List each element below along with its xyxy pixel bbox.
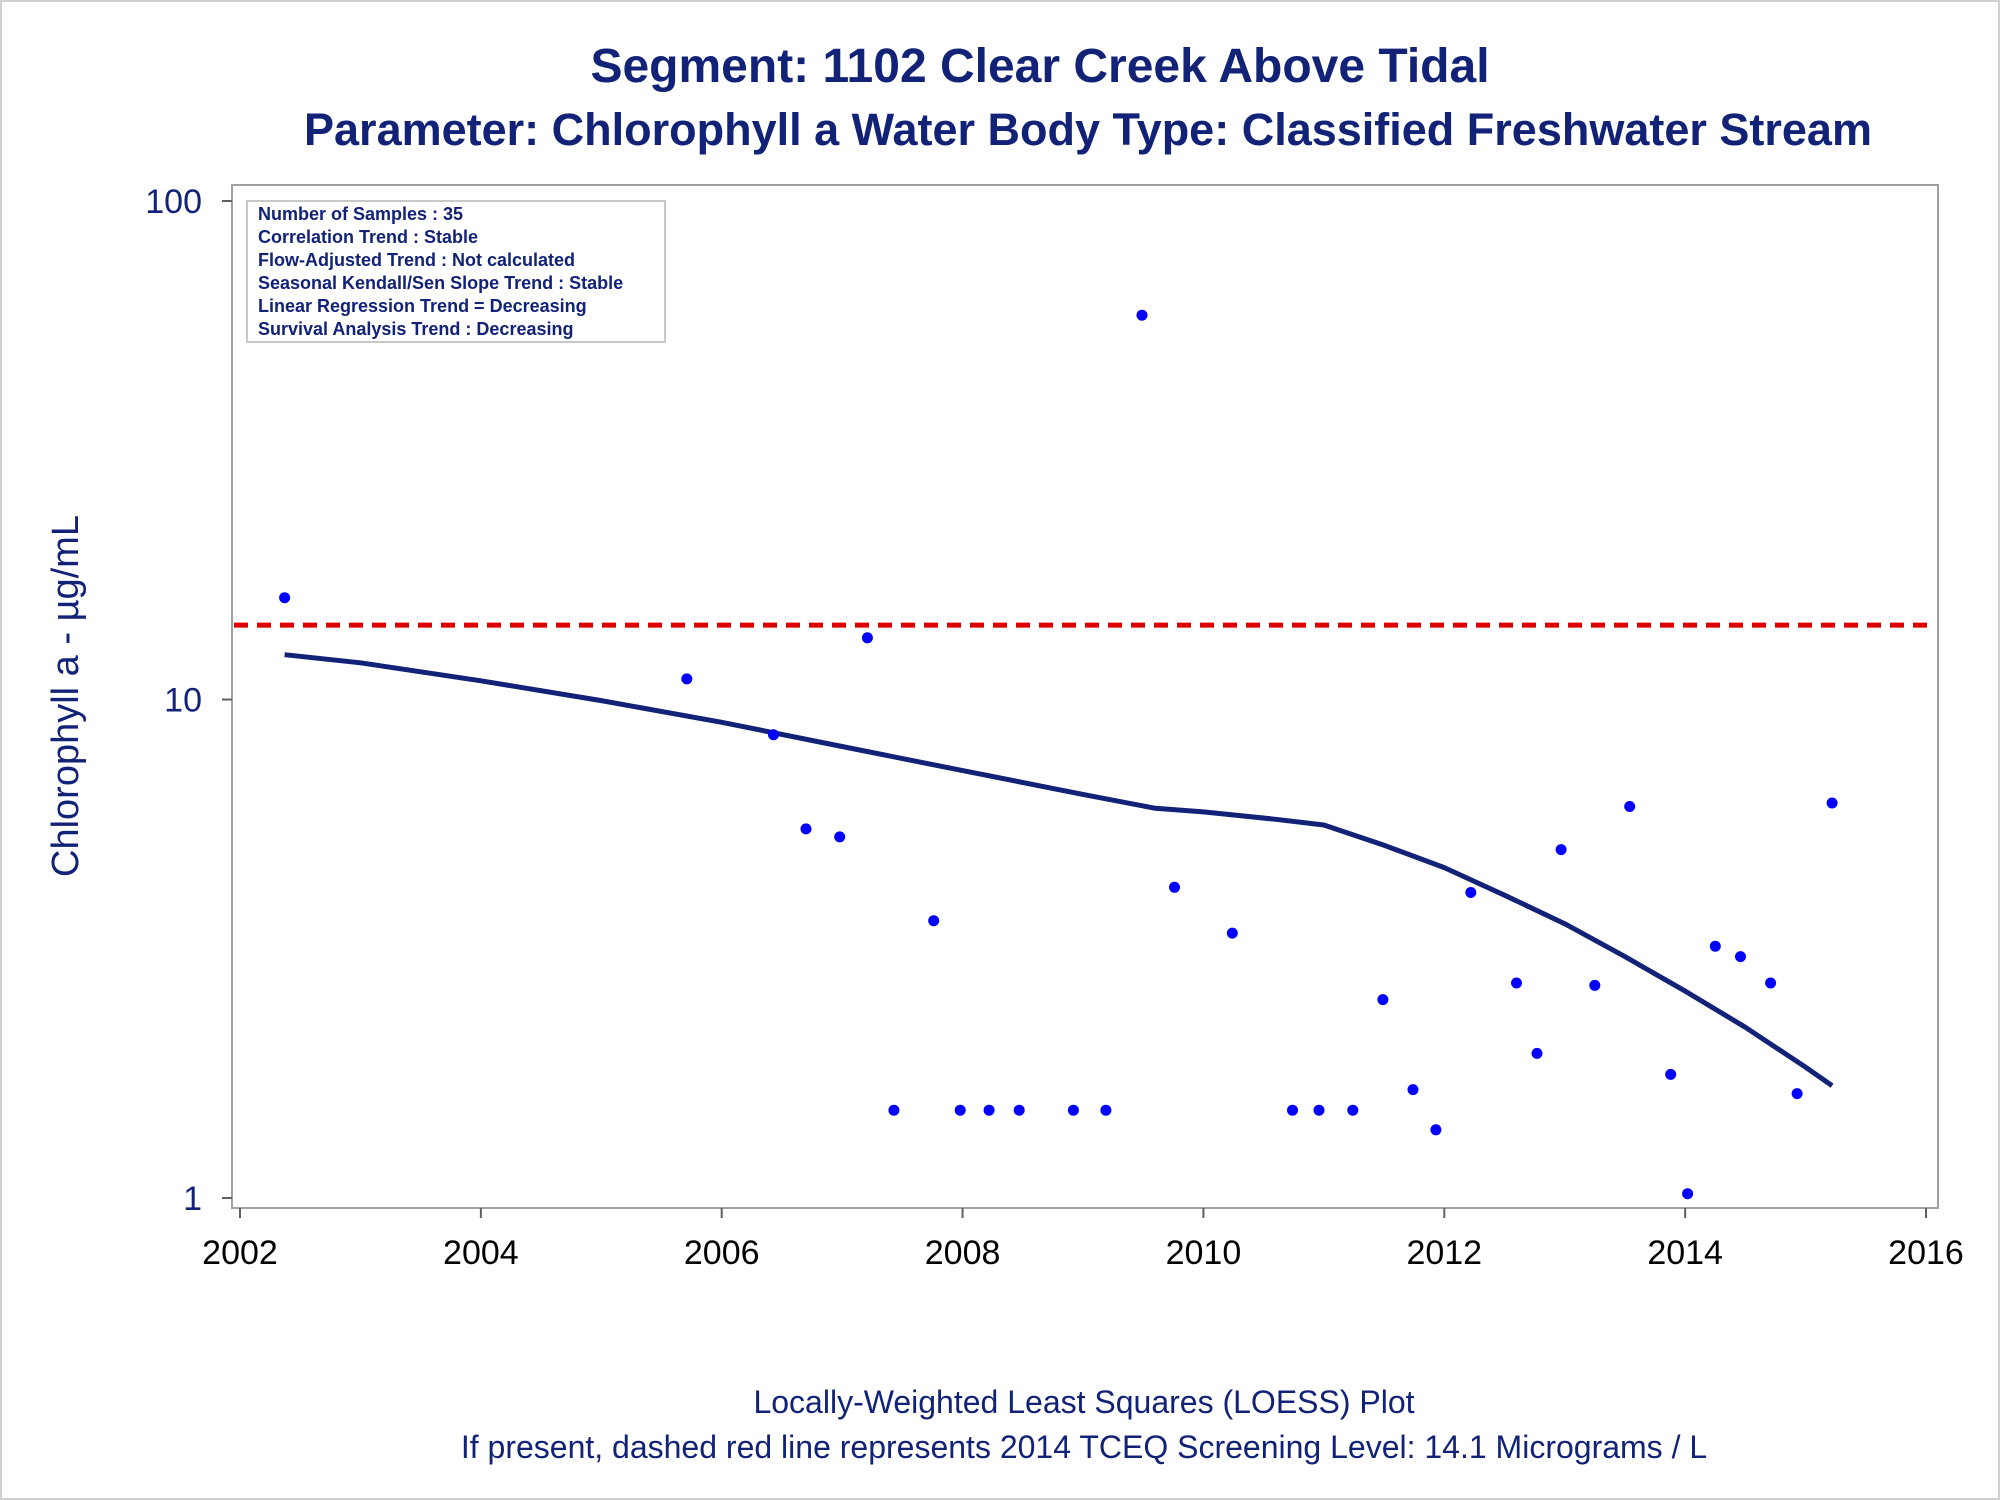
stats-line: Flow-Adjusted Trend : Not calculated: [258, 250, 575, 270]
data-point: [1136, 309, 1148, 321]
data-point: [1313, 1104, 1325, 1116]
data-point: [1735, 951, 1746, 963]
footer-line-1: Locally-Weighted Least Squares (LOESS) P…: [753, 1384, 1414, 1420]
data-point: [861, 632, 873, 644]
x-tick-label: 2014: [1647, 1234, 1723, 1272]
plot-area: [231, 184, 1939, 1209]
stats-line: Correlation Trend : Stable: [258, 227, 478, 247]
data-point: [1624, 801, 1636, 812]
points-group: [279, 309, 1838, 1200]
x-tick-label: 2002: [202, 1234, 278, 1272]
x-tick-label: 2004: [443, 1234, 519, 1272]
y-tick-label: 1: [183, 1180, 202, 1218]
stats-line: Number of Samples : 35: [258, 204, 463, 224]
data-point: [1407, 1084, 1419, 1096]
data-point: [1665, 1068, 1677, 1080]
x-tick-label: 2010: [1166, 1234, 1242, 1272]
stats-inset-box: [246, 200, 666, 343]
data-point: [1347, 1104, 1359, 1116]
data-point: [1589, 979, 1601, 991]
chart-subtitle: Parameter: Chlorophyll a Water Body Type…: [304, 104, 1872, 155]
data-point: [928, 915, 940, 927]
data-point: [768, 729, 779, 741]
stats-line: Survival Analysis Trend : Decreasing: [258, 319, 573, 339]
data-point: [800, 823, 812, 835]
axes: 2002 2004 2006 2008 2010 2012 2014 2016 1 10 100: [145, 183, 1964, 1272]
y-tick-label: 10: [164, 682, 202, 720]
data-point: [1430, 1124, 1442, 1136]
x-tick-label: 2006: [684, 1234, 760, 1272]
data-point: [1791, 1088, 1803, 1100]
data-point: [834, 831, 846, 843]
data-point: [1013, 1104, 1025, 1116]
data-point: [983, 1104, 995, 1116]
loess-group: [284, 652, 1834, 1088]
stats-line: Seasonal Kendall/Sen Slope Trend : Stabl…: [258, 273, 623, 293]
data-point: [1765, 977, 1777, 989]
y-axis-label: Chlorophyll a - µg/mL: [45, 515, 87, 877]
x-tick-label: 2016: [1888, 1234, 1964, 1272]
data-point: [1226, 927, 1238, 939]
stats-inset: Number of Samples : 35 Correlation Trend…: [246, 200, 666, 343]
data-point: [1287, 1104, 1298, 1116]
x-tick-label: 2012: [1406, 1234, 1482, 1272]
data-point: [1067, 1104, 1079, 1116]
loess-curve: [284, 652, 1834, 1088]
chart-title: Segment: 1102 Clear Creek Above Tidal: [590, 40, 1489, 93]
y-tick-label: 100: [145, 183, 202, 221]
data-point: [279, 592, 291, 604]
data-point: [681, 673, 693, 685]
data-point: [1100, 1104, 1112, 1116]
data-point: [888, 1104, 900, 1116]
data-point: [954, 1104, 966, 1116]
data-point: [1682, 1188, 1694, 1200]
data-point: [1465, 887, 1477, 898]
data-point: [1709, 940, 1721, 952]
data-point: [1169, 881, 1180, 893]
data-point: [1377, 994, 1389, 1006]
data-point: [1826, 797, 1838, 809]
data-point: [1511, 977, 1522, 989]
x-tick-label: 2008: [925, 1234, 1001, 1272]
data-point: [1531, 1047, 1543, 1059]
data-point: [1555, 844, 1567, 856]
footer-line-2: If present, dashed red line represents 2…: [461, 1429, 1707, 1465]
stats-line: Linear Regression Trend = Decreasing: [258, 296, 587, 316]
